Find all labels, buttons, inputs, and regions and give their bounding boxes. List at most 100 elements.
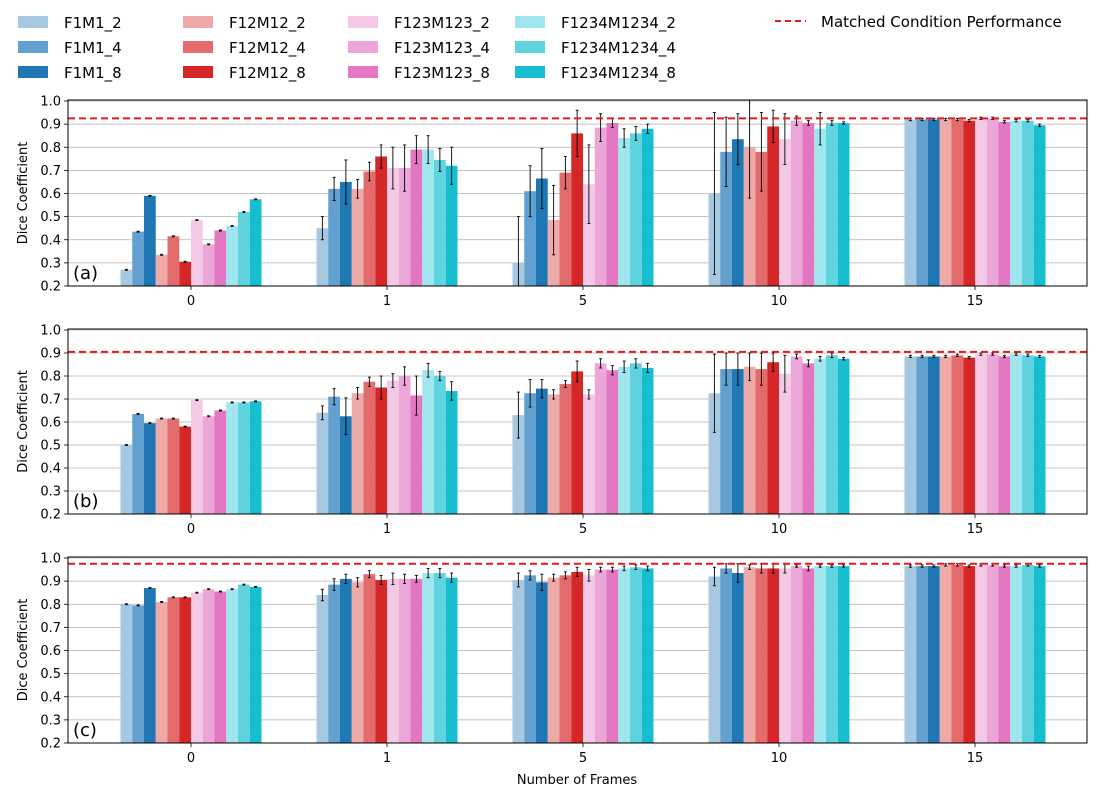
bar [963,357,975,514]
x-tick-label: 15 [967,751,984,766]
bar [720,369,732,514]
bar [398,376,411,514]
x-tick-label: 10 [771,522,788,537]
y-tick-label: 1.0 [40,552,61,567]
bar [202,589,215,743]
bar [387,168,399,286]
y-tick-label: 0.9 [40,347,61,362]
bar [743,366,756,514]
x-tick-label: 0 [187,751,195,766]
bar-group [120,563,1046,743]
bar [814,128,826,286]
bar [837,122,850,286]
bar [779,373,791,514]
bar [340,181,352,286]
legend-swatch [515,66,545,78]
bar [963,566,975,743]
bar [191,592,203,743]
bar [720,151,732,286]
bar [986,118,999,286]
bar [167,597,180,743]
bar [767,126,779,286]
bar [132,413,144,514]
y-tick-label: 1.0 [40,324,61,339]
bar [191,400,203,514]
bar [928,356,940,514]
bar [618,138,630,286]
bar [837,358,850,514]
y-tick-label: 0.6 [40,644,61,659]
bar [132,605,144,743]
bar [1022,355,1034,514]
plot-frame [67,556,1088,744]
bar [375,579,387,743]
y-tick-label: 0.4 [40,233,61,248]
bar [630,133,642,286]
bar [743,147,756,286]
bar [1010,354,1022,514]
bar [802,122,815,286]
x-tick-label: 10 [771,751,788,766]
bar [524,191,536,286]
bar [755,369,768,514]
legend-swatch [183,66,213,78]
bar [767,568,779,743]
bar [559,575,572,743]
bar [202,416,215,514]
bar [606,370,619,514]
legend-swatch [18,66,48,78]
bar [340,578,352,743]
bar [422,573,434,743]
bar [975,354,987,514]
bar [571,371,583,514]
bar [594,363,607,514]
legend-label: F12M12_8 [229,64,306,83]
bar [1022,120,1034,286]
bar [583,575,595,743]
bar [583,184,595,286]
legend-label: F1234M1234_4 [561,39,676,58]
bar [351,393,364,514]
panel-label: (c) [73,720,97,741]
y-axis-label: Dice Coefficient [16,370,31,473]
legend: F1M1_2 F1M1_4 F1M1_8 F12M12_2 F12M12_4 F12M12… [18,13,1062,83]
bar [998,566,1011,743]
bar [375,387,387,514]
bar [1033,125,1046,286]
bar [238,402,250,514]
bar [214,230,227,286]
y-tick-label: 1.0 [40,95,61,110]
bar [779,568,791,743]
bar [340,416,352,514]
legend-swatch [348,66,378,78]
bar [559,384,572,514]
bar [975,118,987,286]
bar [904,566,917,743]
y-tick-label: 0.6 [40,187,61,202]
bar [512,415,525,514]
bar [1033,356,1046,514]
bar [398,168,411,286]
y-tick-label: 0.9 [40,575,61,590]
bar [1033,566,1046,743]
bar [179,597,191,743]
y-tick-label: 0.8 [40,141,61,156]
x-tick-label: 1 [383,751,391,766]
bar [144,588,156,743]
legend-label: F12M12_2 [229,14,306,33]
bar [351,188,364,286]
x-tick-label: 15 [967,522,984,537]
legend-label: F12M12_4 [229,39,306,58]
bar [167,418,180,514]
bar [916,119,928,286]
bar [986,354,999,514]
bar [802,363,815,514]
y-tick-label: 0.7 [40,164,61,179]
bar [363,171,376,286]
bar [939,564,952,743]
bar [410,395,423,514]
bar [422,370,434,514]
bar [998,121,1011,286]
